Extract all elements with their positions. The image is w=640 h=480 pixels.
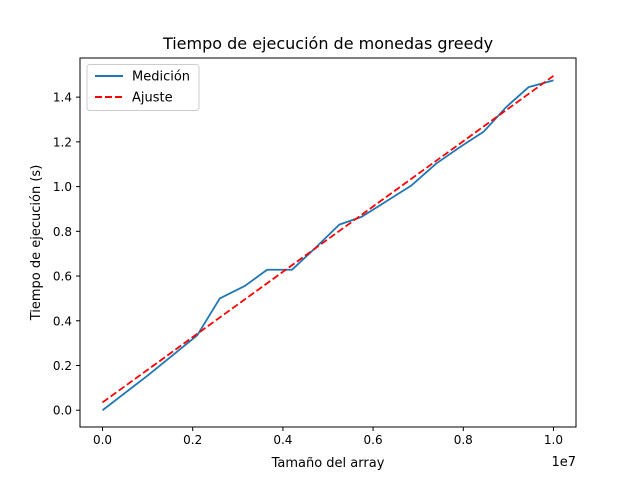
y-axis-label: Tiempo de ejecución (s)	[29, 165, 44, 322]
legend-label-medicion: Medición	[132, 70, 190, 85]
chart-title: Tiempo de ejecución de monedas greedy	[162, 34, 493, 53]
series-line-0	[102, 79, 554, 411]
x-axis-label: Tamaño del array	[271, 456, 385, 471]
y-tick-label: 1.2	[53, 135, 72, 149]
x-tick-label: 0.2	[183, 433, 202, 447]
y-tick-label: 1.4	[53, 91, 72, 105]
y-tick-label: 0.2	[53, 359, 72, 373]
y-tick-label: 0.4	[53, 314, 72, 328]
y-tick-label: 0.0	[53, 404, 72, 418]
x-tick-label: 0.8	[454, 433, 473, 447]
x-axis-ticks: 0.0 0.2 0.4 0.6 0.8 1.0	[93, 427, 563, 447]
x-axis-offset-label: 1e7	[551, 455, 576, 470]
legend: Medición Ajuste	[86, 64, 200, 111]
x-tick-label: 0.4	[273, 433, 292, 447]
series-line-1	[102, 75, 554, 404]
x-tick-label: 0.0	[93, 433, 112, 447]
series-group	[102, 75, 554, 411]
y-axis-ticks: 0.0 0.2 0.4 0.6 0.8 1.0 1.2 1.4	[53, 91, 80, 418]
y-tick-label: 0.8	[53, 225, 72, 239]
y-tick-label: 1.0	[53, 180, 72, 194]
x-tick-label: 0.6	[364, 433, 383, 447]
x-tick-label: 1.0	[544, 433, 563, 447]
legend-label-ajuste: Ajuste	[132, 91, 173, 106]
plot-area: 0.0 0.2 0.4 0.6 0.8 1.0 0.0 0.2 0.4 0.6 0.8 1.0 1.2…	[53, 57, 577, 447]
y-tick-label: 0.6	[53, 270, 72, 284]
axes-frame	[79, 57, 577, 428]
